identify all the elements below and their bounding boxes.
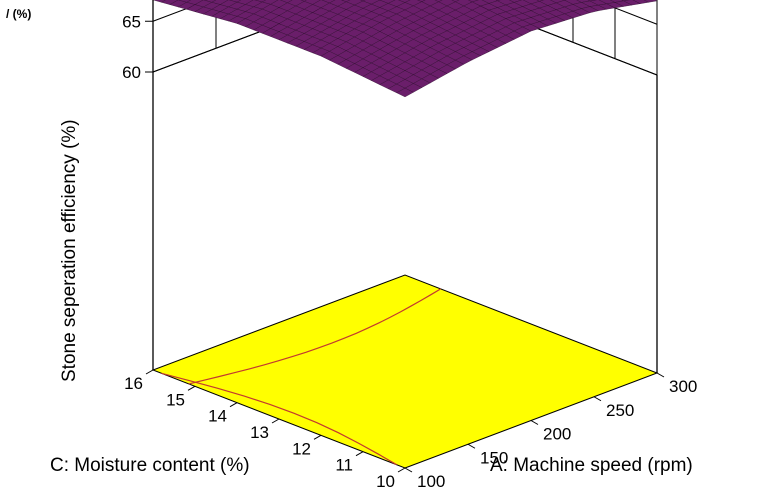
x-tick-mark [593,396,602,402]
surface-patch [643,0,658,3]
floor-contour-plane [151,274,659,469]
surface-patch [396,88,414,98]
y-tick-label: 15 [166,390,185,409]
surface-patch [451,0,460,2]
surface-patch [300,0,307,2]
y-tick-label: 10 [376,472,395,491]
x-tick-label: 200 [543,425,571,444]
x-tick-label: 150 [480,448,508,467]
x-tick-label: 300 [669,377,697,396]
floor-contour-line [188,288,442,385]
y-tick-mark [313,434,322,440]
x-tick-labels: 100 150 200 250 300 [404,372,697,491]
z-axis-title: Stone seperation efficiency (%) [59,119,80,382]
y-tick-label: 16 [124,374,143,393]
x-axis-title: A: Machine speed (rpm) [490,455,693,476]
y-axis-title: C: Moisture content (%) [50,455,250,476]
floor-plane [151,274,659,469]
x-tick-label: 250 [606,401,634,420]
y-tick-mark [355,451,364,457]
surface-patch [536,0,545,2]
corner-label: / (%) [6,7,31,21]
z-tick-labels: 6065707580 [122,12,153,82]
y-tick-label: 14 [208,407,227,426]
axes [152,0,658,373]
x-tick-mark [656,372,665,378]
surface-patch [416,0,426,2]
z-tick-label: 60 [122,63,141,82]
y-tick-label: 11 [335,456,353,475]
floor-contour-line [161,372,397,466]
z-tick-label: 65 [122,12,141,31]
surface-patch [434,0,443,2]
response-surface [152,0,658,98]
y-tick-mark [397,467,406,473]
x-tick-mark [467,443,476,449]
y-tick-label: 13 [250,423,269,442]
y-tick-mark [187,385,196,391]
surface-patch [341,0,351,2]
x-tick-mark [530,420,539,425]
y-tick-mark [229,402,238,408]
wall-base-line [152,0,658,76]
x-tick-label: 100 [417,472,445,491]
surface-patch [359,0,366,2]
x-tick-mark [404,467,413,473]
y-tick-label: 12 [292,439,311,458]
y-tick-labels: 10 11 12 13 14 15 16 [124,369,406,491]
y-tick-mark [271,418,280,424]
surface-patch [152,0,166,3]
y-tick-mark [145,369,154,375]
